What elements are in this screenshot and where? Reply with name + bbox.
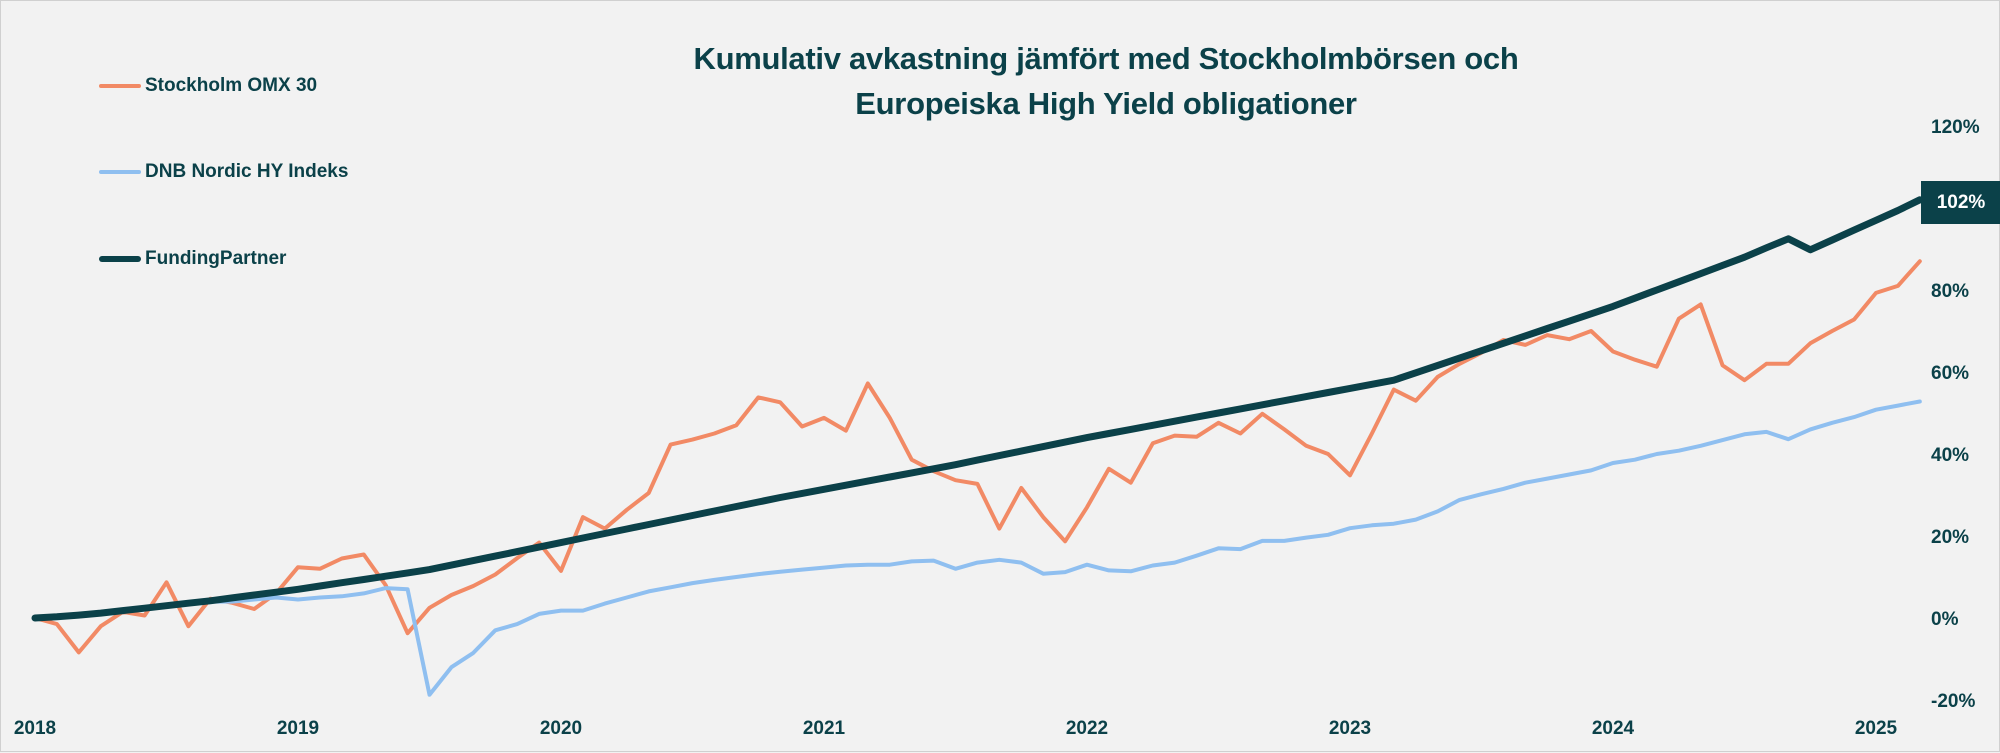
series-line-dnb-hy (35, 402, 1920, 695)
y-tick-label: 120% (1931, 117, 1980, 138)
series-line-fundingpartner (35, 200, 1920, 618)
legend-swatch-omx30 (99, 84, 141, 88)
y-tick-label: 80% (1931, 281, 1969, 302)
legend-item-dnb-hy: DNB Nordic HY Indeks (99, 160, 348, 184)
x-tick-label: 2019 (277, 718, 319, 739)
legend-item-omx30: Stockholm OMX 30 (99, 74, 317, 98)
chart-title-line-1: Kumulativ avkastning jämfört med Stockho… (561, 41, 1651, 77)
legend-label-fundingpartner: FundingPartner (145, 248, 286, 270)
y-tick-label: 20% (1931, 527, 1969, 548)
series-line-fundingpartner-group (35, 200, 1920, 618)
y-tick-label: -20% (1931, 691, 1975, 712)
x-tick-label: 2020 (540, 718, 582, 739)
x-tick-label: 2024 (1592, 718, 1635, 739)
y-tick-label: 60% (1931, 363, 1969, 384)
end-value-badge: 102% (1921, 181, 2000, 224)
legend-swatch-dnb-hy (99, 170, 141, 174)
x-tick-label: 2023 (1329, 718, 1371, 739)
legend-item-fundingpartner: FundingPartner (99, 247, 286, 271)
legend-swatch-fundingpartner (99, 256, 141, 262)
legend-label-omx30: Stockholm OMX 30 (145, 75, 317, 97)
y-tick-label: 40% (1931, 445, 1969, 466)
y-tick-label: 0% (1931, 609, 1959, 630)
x-tick-label: 2025 (1855, 718, 1898, 739)
x-tick-label: 2018 (14, 718, 56, 739)
x-tick-label: 2021 (803, 718, 846, 739)
x-tick-label: 2022 (1066, 718, 1108, 739)
legend-label-dnb-hy: DNB Nordic HY Indeks (145, 161, 348, 183)
chart-title-line-2: Europeiska High Yield obligationer (561, 86, 1651, 122)
series-line-dnb-hy-group (35, 401, 1920, 694)
